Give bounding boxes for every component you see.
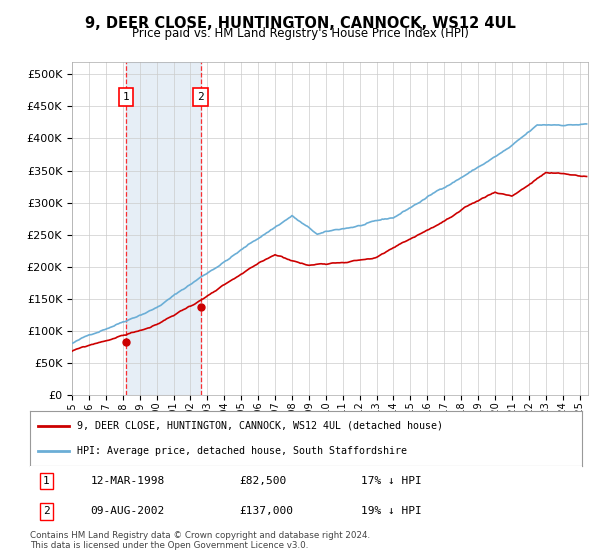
Bar: [126, 62, 200, 395]
Text: £137,000: £137,000: [240, 506, 294, 516]
Text: 1: 1: [43, 476, 50, 486]
Text: HPI: Average price, detached house, South Staffordshire: HPI: Average price, detached house, Sout…: [77, 446, 407, 456]
Text: 2: 2: [197, 92, 204, 102]
Text: Price paid vs. HM Land Registry's House Price Index (HPI): Price paid vs. HM Land Registry's House …: [131, 27, 469, 40]
Text: 17% ↓ HPI: 17% ↓ HPI: [361, 476, 422, 486]
Text: 1: 1: [123, 92, 130, 102]
Text: £82,500: £82,500: [240, 476, 287, 486]
Text: 9, DEER CLOSE, HUNTINGTON, CANNOCK, WS12 4UL: 9, DEER CLOSE, HUNTINGTON, CANNOCK, WS12…: [85, 16, 515, 31]
Text: 2: 2: [43, 506, 50, 516]
Text: Contains HM Land Registry data © Crown copyright and database right 2024.
This d: Contains HM Land Registry data © Crown c…: [30, 531, 370, 550]
Text: 09-AUG-2002: 09-AUG-2002: [91, 506, 165, 516]
Text: 9, DEER CLOSE, HUNTINGTON, CANNOCK, WS12 4UL (detached house): 9, DEER CLOSE, HUNTINGTON, CANNOCK, WS12…: [77, 421, 443, 431]
Text: 12-MAR-1998: 12-MAR-1998: [91, 476, 165, 486]
Text: 19% ↓ HPI: 19% ↓ HPI: [361, 506, 422, 516]
